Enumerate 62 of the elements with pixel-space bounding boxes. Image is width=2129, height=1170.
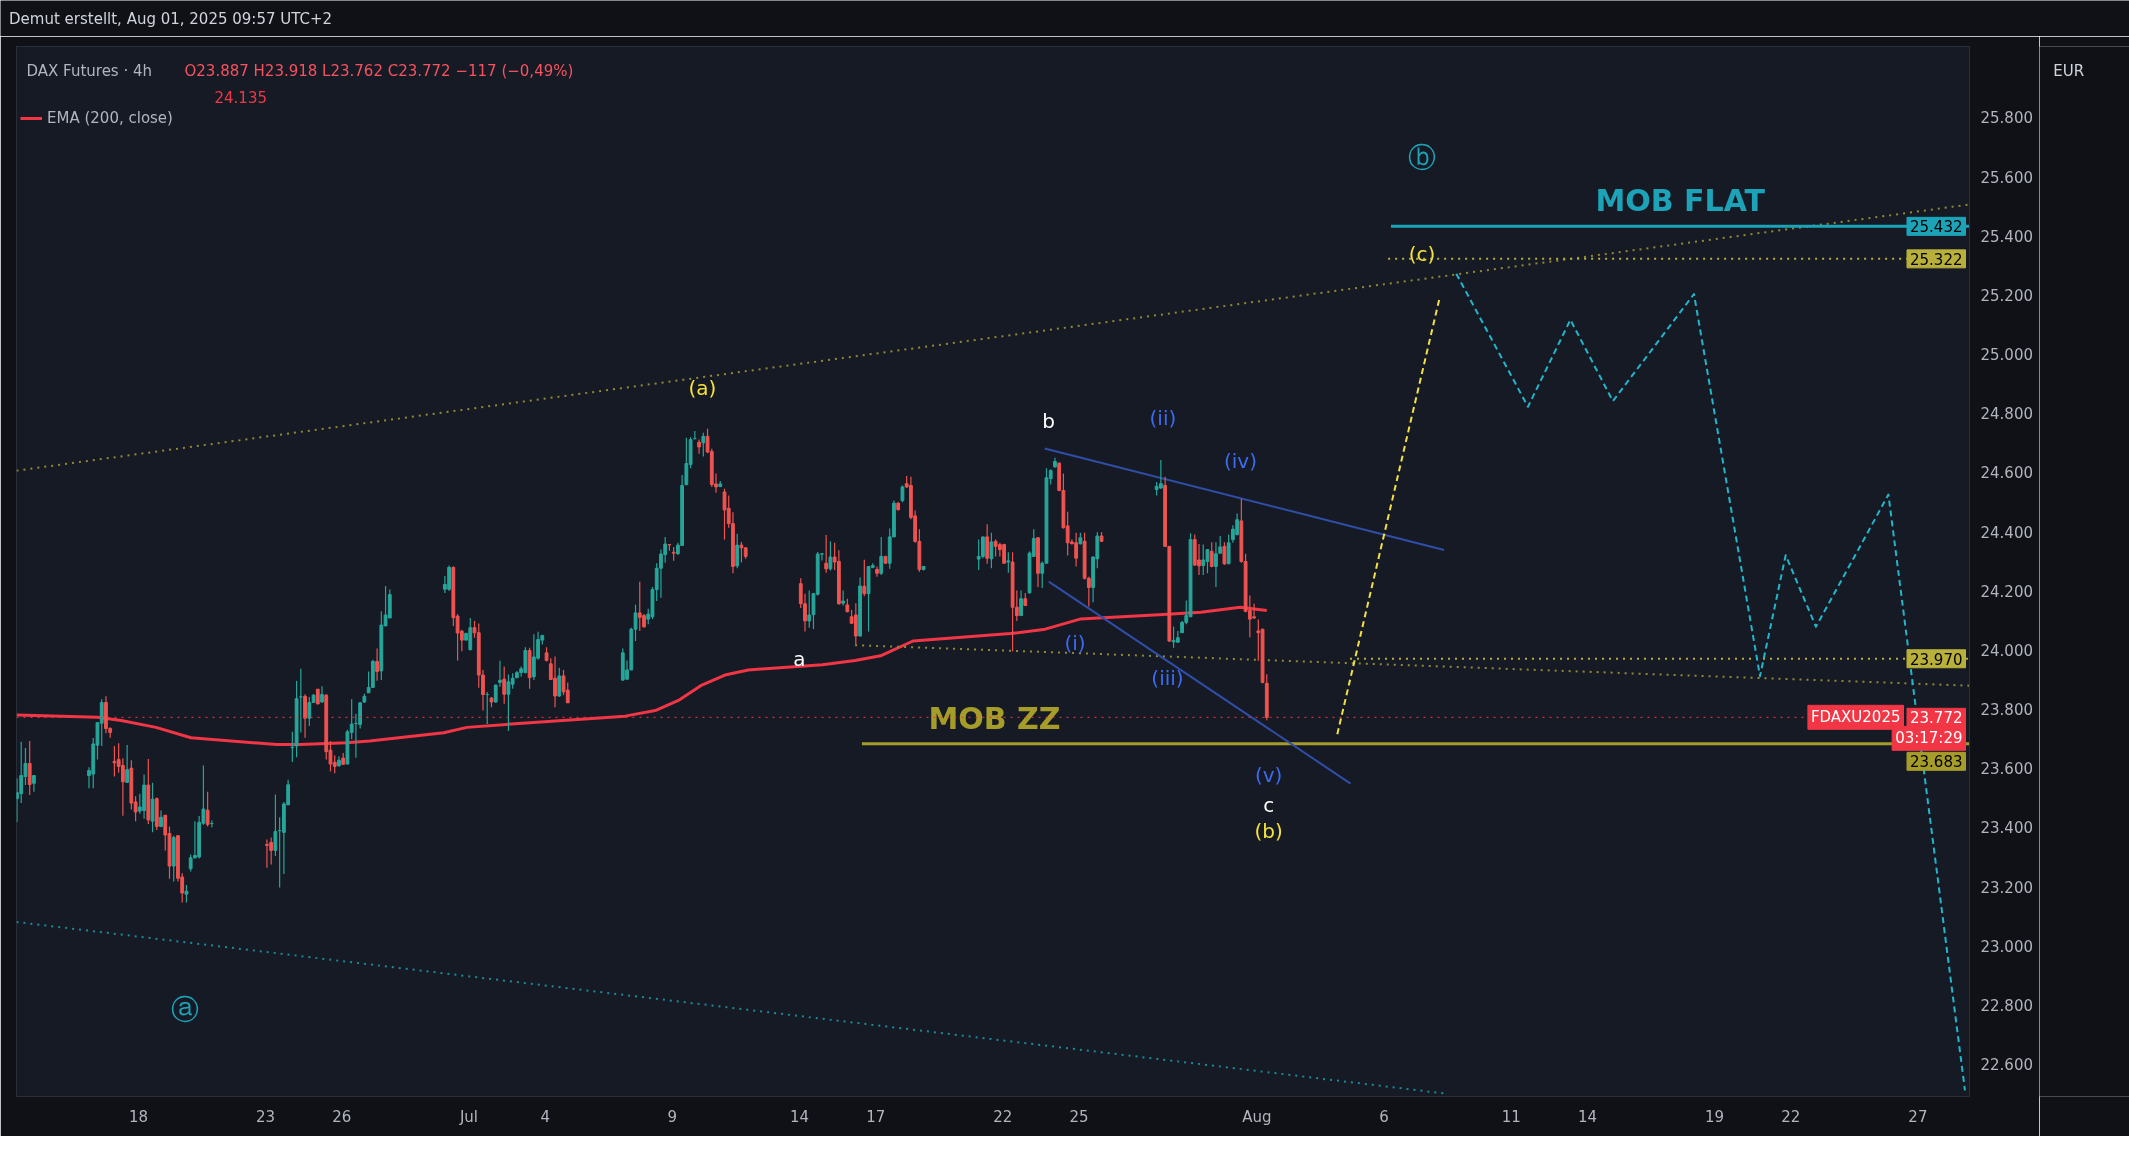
text: O23.887 H23.918 L23.762 C23.772 −117 (−0,49%) [184,61,574,80]
y-tick-label: 23.400 [1980,819,2033,838]
annotation: (c) [1408,242,1436,267]
x-tick-label: 11 [1501,1107,1521,1126]
x-tick-label: 14 [789,1107,809,1126]
data-label: 25.322 [1910,250,1963,269]
data-label: 25.432 [1910,218,1963,237]
series-label: MOB ZZ [928,700,1061,736]
annotation: 24.135 [214,88,267,107]
y-tick-label: 24.200 [1980,582,2033,601]
ref-line-label: 23.772 [1910,709,1963,728]
y-tick-label: 24.800 [1980,405,2033,424]
annotation: (a) [688,375,717,400]
y-tick-label: 24.000 [1980,641,2033,660]
annotation: c [1263,792,1275,817]
annotation: (i) [1064,630,1086,655]
text: Demut erstellt, Aug 01, 2025 09:57 UTC+2 [9,9,333,28]
annotation: (b) [1254,818,1283,843]
y-tick-label: 25.800 [1980,109,2033,128]
x-tick-label: 19 [1705,1107,1725,1126]
x-tick-label: 25 [1069,1107,1089,1126]
y-tick-label: 24.600 [1980,464,2033,483]
series-label: MOB FLAT [1595,183,1766,219]
y-tick-label: 25.200 [1980,286,2033,305]
x-tick-label: Aug [1242,1107,1272,1126]
annotation: ⓑ [1407,141,1436,175]
x-tick-label: 26 [332,1107,352,1126]
y-tick-label: 22.800 [1980,996,2033,1015]
text: DAX Futures · 4h [26,61,153,80]
data-label: 23.970 [1910,650,1963,669]
x-tick-label: 14 [1577,1107,1597,1126]
annotation: (v) [1254,763,1283,788]
y-tick-label: 23.800 [1980,701,2033,720]
annotation: a [793,646,806,671]
annotation: (ii) [1149,406,1177,431]
legend-label: EMA (200, close) [47,109,173,127]
x-tick-label: 17 [866,1107,886,1126]
x-tick-label: 22 [993,1107,1013,1126]
annotation: (iv) [1223,449,1257,474]
x-tick-label: 18 [128,1107,149,1126]
y-tick-label: 25.400 [1980,227,2033,246]
y-tick-label: 23.600 [1980,760,2033,779]
x-tick-label: 27 [1908,1107,1928,1126]
y-tick-label: 22.600 [1980,1055,2033,1074]
annotation: b [1042,409,1055,434]
text: EUR [2053,61,2085,80]
x-tick-label: 9 [667,1107,678,1126]
x-tick-label: 23 [256,1107,276,1126]
y-tick-label: 25.000 [1980,346,2033,365]
x-tick-label: 6 [1379,1107,1389,1126]
y-tick-label: 25.600 [1980,168,2033,187]
x-tick-label: 4 [540,1107,551,1126]
annotation: 03:17:29 [1895,729,1963,748]
x-tick-label: 22 [1781,1107,1801,1126]
y-tick-label: 24.400 [1980,523,2033,542]
annotation: (iii) [1151,665,1184,690]
y-tick-label: 23.200 [1980,878,2033,897]
x-tick-label: Jul [458,1107,479,1126]
annotation: FDAXU2025 [1810,708,1901,727]
data-label: 23.683 [1910,753,1963,772]
y-tick-label: 23.000 [1980,937,2033,956]
annotation: ⓐ [171,992,200,1026]
